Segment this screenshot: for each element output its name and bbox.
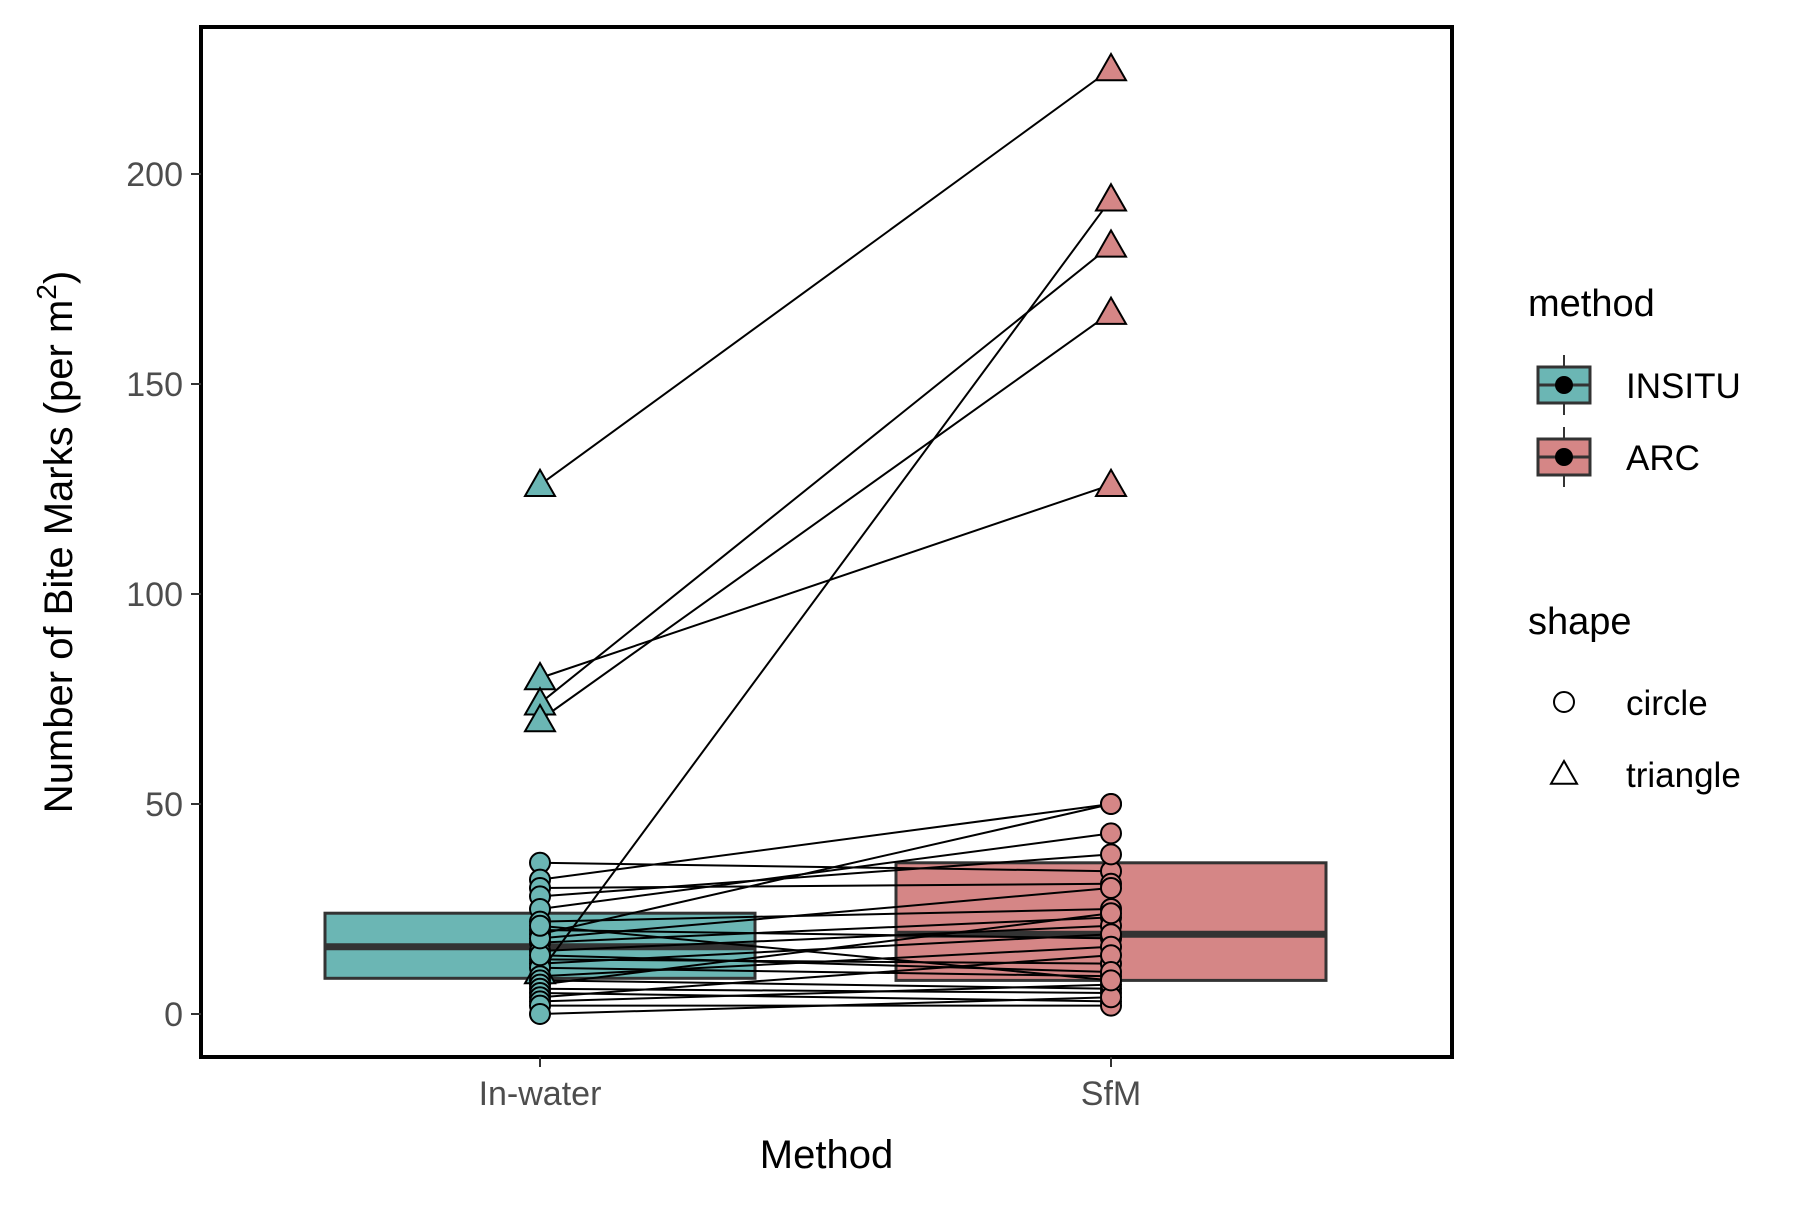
legend-method-label: INSITU — [1626, 367, 1741, 406]
point-in-water-triangle — [523, 467, 557, 498]
legend-shape-label: triangle — [1626, 756, 1741, 795]
pair-line — [539, 908, 1112, 923]
point-in-water-triangle — [523, 702, 557, 733]
pair-line — [539, 954, 1112, 999]
y-axis-label-tail: ) — [37, 271, 81, 284]
x-axis: In-water SfM — [479, 1057, 1141, 1113]
panel-border — [199, 25, 1454, 1059]
point-sfm-circle — [1100, 793, 1122, 815]
legend-key-dot — [1555, 376, 1573, 394]
pair-line — [539, 882, 1112, 889]
x-tick-label: In-water — [479, 1075, 602, 1113]
pair-line — [539, 832, 1112, 910]
pair-line — [539, 853, 1112, 898]
pair-line — [539, 803, 1112, 881]
pair-line — [539, 966, 1112, 978]
point-sfm-triangle — [1094, 228, 1128, 258]
legend-key-dot — [1555, 448, 1573, 466]
y-tick-label: 100 — [126, 576, 183, 614]
pair-line — [539, 861, 1112, 873]
point-sfm-circle — [1100, 969, 1122, 992]
y-tick-label: 50 — [145, 786, 183, 824]
pair-line — [539, 916, 1112, 944]
legend-shape-items: circle triangle — [1549, 684, 1741, 795]
pair-line — [539, 311, 1112, 721]
legend-method-title: method — [1528, 283, 1655, 325]
pair-line — [539, 983, 1112, 1003]
point-sfm-triangle — [1094, 295, 1128, 325]
x-tick-label: SfM — [1081, 1075, 1141, 1113]
pair-line — [539, 954, 1112, 973]
pair-line — [539, 198, 1112, 973]
points-layer — [523, 51, 1128, 1025]
y-tick-label: 200 — [126, 156, 183, 194]
point-in-water-circle — [529, 1003, 551, 1025]
point-sfm-circle — [1100, 902, 1122, 925]
pair-line — [539, 929, 1112, 940]
legend-shape-label: circle — [1626, 684, 1708, 723]
point-in-water-triangle — [523, 660, 557, 691]
x-axis-label: Method — [760, 1133, 893, 1177]
legend-triangle-icon — [1549, 758, 1579, 785]
y-axis-label: Number of Bite Marks (per m2) — [31, 271, 81, 813]
legend-shape-title: shape — [1528, 601, 1632, 643]
legend-method-label: ARC — [1626, 439, 1700, 478]
point-sfm-circle — [1100, 877, 1122, 899]
pair-line — [539, 244, 1112, 704]
point-sfm-triangle — [1094, 467, 1128, 498]
pair-line — [539, 887, 1112, 940]
pair-line — [539, 483, 1112, 679]
pair-line — [539, 924, 1112, 982]
pair-line — [539, 912, 1112, 986]
legend-method-items: INSITU ARC — [1536, 355, 1741, 487]
pair-line — [539, 945, 1112, 978]
point-in-water-circle — [529, 914, 551, 937]
pair-line — [539, 924, 1112, 952]
point-sfm-circle — [1100, 843, 1122, 866]
y-axis-label-sup: 2 — [31, 284, 62, 300]
pair-line — [539, 803, 1112, 936]
point-sfm-circle — [1100, 822, 1122, 845]
pair-line — [539, 996, 1112, 1015]
pair-lines-layer — [539, 68, 1112, 1015]
point-sfm-triangle — [1094, 51, 1128, 82]
y-tick-label: 0 — [164, 996, 183, 1034]
point-sfm-triangle — [1094, 182, 1128, 212]
y-tick-label: 150 — [126, 366, 183, 404]
legend: method INSITU ARC shape circle triangle — [1528, 283, 1741, 795]
legend-circle-icon — [1553, 691, 1575, 713]
y-axis: 0 50 100 150 200 — [126, 156, 201, 1034]
y-axis-label-main: Number of Bite Marks (per m — [37, 300, 81, 813]
pair-line — [539, 68, 1112, 486]
